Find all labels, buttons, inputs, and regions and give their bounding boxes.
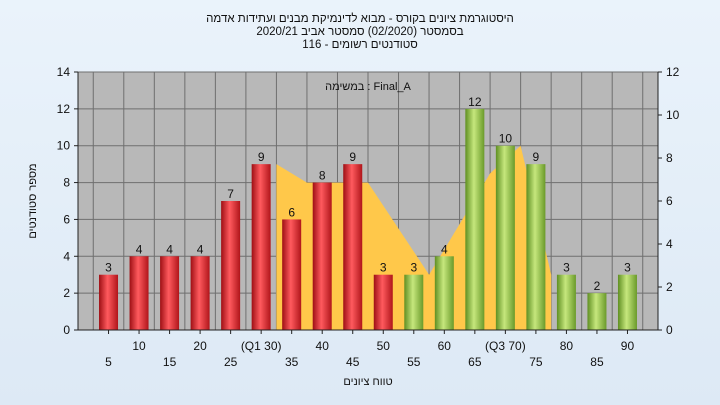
bar-value-label: 10 [499, 132, 513, 146]
chart-title-line-1: היסטוגרמת ציונים בקורס - מבוא לדינמיקת מ… [206, 12, 514, 25]
bar-value-label: 4 [136, 242, 143, 256]
y-axis-title: מספר סטודנטים [27, 163, 39, 238]
bar-value-label: 9 [349, 150, 356, 164]
bar [556, 274, 576, 330]
x-tick-label: (Q3 70) [485, 339, 526, 353]
y2-axis-tick-labels: 0 2 4 6 8 10 12 [658, 65, 680, 337]
bar-value-label: 12 [468, 95, 482, 109]
bar-value-label: 9 [258, 150, 265, 164]
bar [251, 164, 271, 330]
chart-title-line-2: בסמסטר (02/2020) סמסטר אביב 2020/21 [256, 26, 463, 38]
y2-tick-label: 8 [666, 151, 673, 165]
x-axis-tick-labels: 5 10 15 20 25(Q1 30)35 40 45 50 55 60 65(Q3 70)75 8… [105, 330, 634, 369]
x-tick-label: 40 [316, 339, 330, 353]
bar-value-label: 2 [594, 279, 601, 293]
x-tick-label: 80 [560, 339, 574, 353]
y2-tick-label: 12 [666, 65, 680, 79]
x-tick-label: 20 [193, 339, 207, 353]
x-tick-label: 55 [407, 355, 421, 369]
x-tick-label: (Q1 30) [241, 339, 282, 353]
y-tick-label: 10 [57, 139, 71, 153]
bar [312, 182, 332, 330]
y2-tick-label: 10 [666, 108, 680, 122]
x-tick-label: 90 [621, 339, 635, 353]
bar-value-label: 3 [105, 261, 112, 275]
bar-value-label: 4 [166, 242, 173, 256]
bar [190, 256, 210, 330]
x-tick-label: 65 [468, 355, 482, 369]
bar [343, 164, 363, 330]
x-axis-title: טווח ציונים [343, 376, 392, 388]
y-tick-label: 8 [63, 176, 70, 190]
y-tick-label: 4 [63, 249, 70, 263]
x-tick-label: 10 [132, 339, 146, 353]
x-tick-label: 85 [590, 355, 604, 369]
bar [495, 145, 515, 330]
bar-value-label: 8 [319, 169, 326, 183]
bar-value-label: 3 [563, 261, 570, 275]
y2-tick-label: 6 [666, 194, 673, 208]
bar-value-label: 6 [288, 205, 295, 219]
y-tick-label: 0 [63, 323, 70, 337]
x-tick-label: 25 [224, 355, 238, 369]
bar [465, 108, 485, 330]
y-tick-label: 12 [57, 102, 71, 116]
x-tick-label: 50 [377, 339, 391, 353]
bar-value-label: 4 [197, 242, 204, 256]
bar-value-label: 7 [227, 187, 234, 201]
bar [160, 256, 180, 330]
bar-value-label: 3 [624, 261, 631, 275]
y-tick-label: 6 [63, 212, 70, 226]
bar-value-label: 9 [533, 150, 540, 164]
y-axis-tick-labels: 0 2 4 6 8 10 12 14 [57, 65, 78, 337]
bar [404, 274, 424, 330]
y-tick-label: 14 [57, 65, 71, 79]
bar [587, 293, 607, 330]
x-tick-label: 15 [163, 355, 177, 369]
bar [373, 274, 393, 330]
x-tick-label: 60 [438, 339, 452, 353]
bar-value-label: 3 [410, 261, 417, 275]
bar [526, 164, 546, 330]
bar [282, 219, 302, 330]
bar [221, 201, 241, 330]
bar [99, 274, 119, 330]
bar-value-label: 3 [380, 261, 387, 275]
y2-tick-label: 0 [666, 323, 673, 337]
x-tick-label: 45 [346, 355, 360, 369]
x-tick-label: 5 [105, 355, 112, 369]
chart-annotation: במשימה : Final_A [325, 81, 411, 93]
chart-title-line-3: סטודנטים רשומים - 116 [302, 39, 418, 51]
chart-title: היסטוגרמת ציונים בקורס - מבוא לדינמיקת מ… [206, 12, 514, 51]
y-tick-label: 2 [63, 286, 70, 300]
bar [617, 274, 637, 330]
y2-tick-label: 2 [666, 280, 673, 294]
x-tick-label: 35 [285, 355, 299, 369]
bar [434, 256, 454, 330]
bars [99, 108, 637, 330]
bar [129, 256, 149, 330]
x-tick-label: 75 [529, 355, 543, 369]
bar-value-labels: 3 4 4 4 7 9 6 8 9 3 3 4 12 10 9 3 2 3 [105, 95, 631, 293]
y2-tick-label: 4 [666, 237, 673, 251]
bar-value-label: 4 [441, 242, 448, 256]
